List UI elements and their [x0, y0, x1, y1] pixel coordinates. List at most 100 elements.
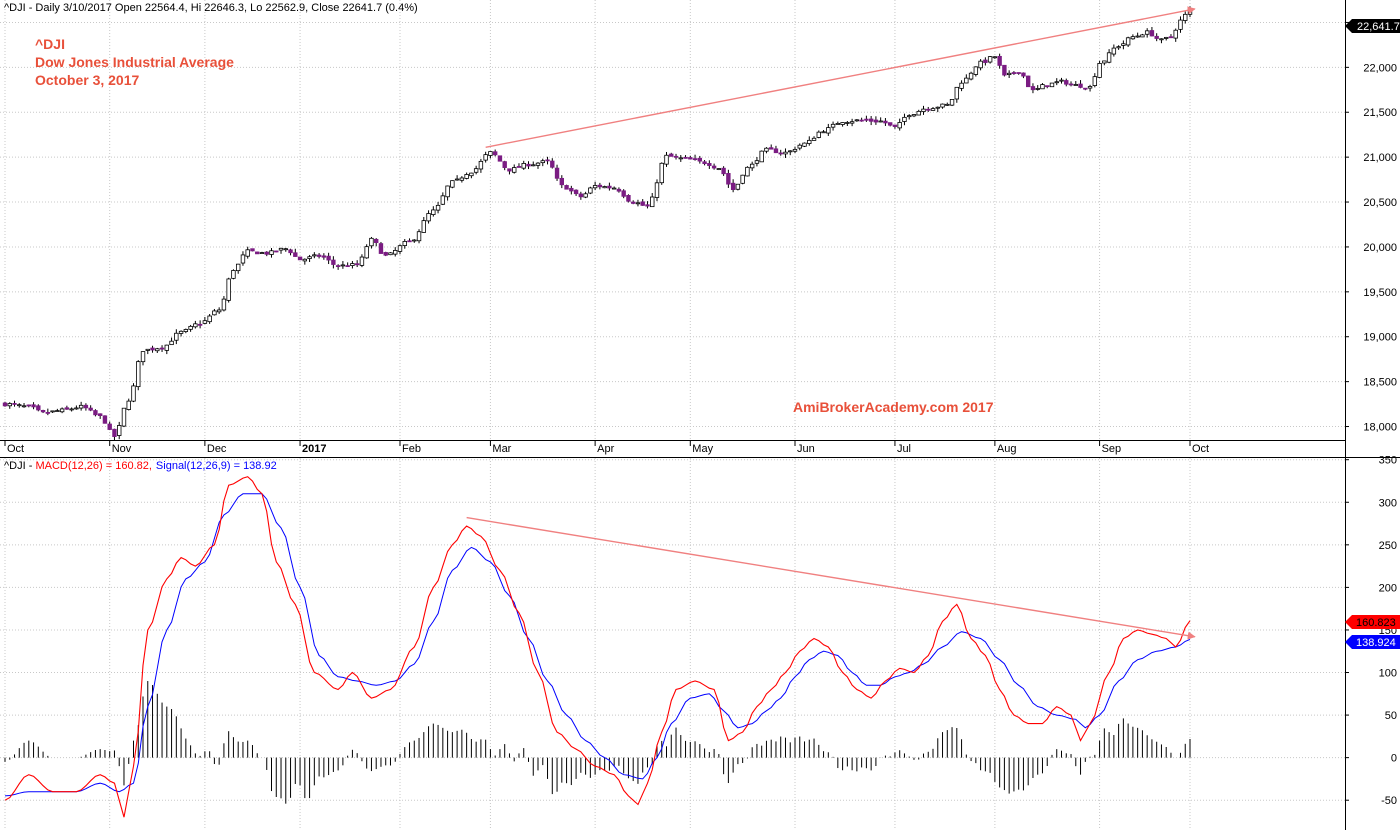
macd-caption-macd: MACD(12,26) = 160.82, [35, 460, 151, 472]
candle-body [726, 173, 731, 185]
candle-body [264, 251, 269, 255]
candle-body [930, 108, 936, 111]
candle-body [1159, 38, 1164, 41]
candle-body [473, 168, 479, 173]
title-symbol: ^DJI [35, 36, 65, 52]
candle-body [902, 116, 907, 122]
candle-body [821, 131, 826, 134]
candle-body [773, 148, 779, 154]
candle-body [797, 144, 802, 149]
candle-body [887, 122, 893, 126]
candle-body [759, 150, 764, 163]
candle-body [488, 151, 493, 156]
signal-tag: 138.924 [1345, 635, 1400, 649]
candle-body [578, 193, 584, 198]
candle-body [416, 231, 422, 242]
signal-tag-shape [1345, 635, 1400, 649]
candle-body [350, 263, 355, 266]
title-name: Dow Jones Industrial Average [35, 54, 234, 70]
candle-body [792, 148, 798, 152]
price-trendline [485, 6, 1196, 148]
candle-body [107, 423, 112, 430]
candle-body [1116, 46, 1121, 49]
candle-body [1097, 63, 1102, 78]
candle-body [573, 189, 579, 195]
candle-body [592, 185, 598, 189]
price-y-tick-label: 22,000 [1363, 62, 1397, 74]
candle-body [64, 407, 70, 410]
candle-body [207, 315, 212, 323]
macd-y-tick-label: -50 [1381, 795, 1397, 807]
macd-gridlines [0, 458, 1345, 830]
candle-body [2, 402, 8, 407]
candle-body [1068, 83, 1074, 86]
candle-body [492, 151, 498, 156]
candle-body [830, 123, 836, 128]
candle-body [478, 160, 484, 170]
candle-body [916, 110, 921, 116]
candle-body [112, 428, 117, 437]
candle-body [1040, 84, 1045, 90]
candle-body [1078, 83, 1083, 88]
candle-body [540, 160, 545, 164]
candle-body [140, 351, 146, 363]
candle-body [1035, 88, 1040, 90]
candle-body [740, 174, 745, 184]
macd-tag: 160.823 [1345, 615, 1400, 629]
macd-pane: ^DJI - MACD(12,26) = 160.82, Signal(12,26… [0, 458, 1345, 830]
candle-body [749, 163, 755, 169]
candle-body [711, 165, 717, 169]
candle-body [431, 209, 436, 215]
candle-body [983, 59, 988, 63]
candle-body [169, 340, 174, 346]
candle-body [1106, 52, 1112, 63]
candle-body [697, 157, 703, 162]
candle-body [255, 251, 260, 255]
candle-body [978, 60, 983, 69]
candle-body [1083, 87, 1088, 90]
x-tick-label: Jul [897, 443, 911, 455]
candle-body [226, 278, 231, 301]
candle-body [1021, 72, 1026, 77]
candle-body [921, 108, 926, 112]
candle-body [174, 332, 179, 341]
candle-body [1121, 43, 1126, 46]
candle-body [331, 259, 336, 265]
candle-body [297, 256, 303, 261]
macd-y-tick-label: 50 [1385, 710, 1397, 722]
candle-body [597, 184, 603, 188]
candle-body [526, 163, 531, 167]
candle-body [59, 408, 65, 413]
watermark: AmiBrokerAcademy.com 2017 [793, 399, 994, 415]
macd-y-tick-label: 300 [1379, 497, 1397, 509]
x-tick-label: Jun [797, 443, 815, 455]
candle-body [692, 158, 698, 161]
candle-body [754, 160, 760, 164]
candle-body [407, 240, 412, 243]
candle-body [88, 407, 93, 411]
candle-body [640, 201, 645, 206]
candle-body [897, 122, 902, 129]
candle-body [155, 348, 160, 352]
candle-body [78, 404, 84, 409]
price-y-tick-label: 21,500 [1363, 107, 1397, 119]
candle-body [769, 147, 774, 150]
candle-body [307, 256, 312, 259]
candle-body [393, 250, 398, 255]
candle-body [664, 154, 669, 165]
candle-body [864, 118, 869, 121]
candle-body [554, 167, 560, 179]
candle-body [69, 408, 74, 411]
price-gridlines [0, 0, 1345, 440]
x-tick-label: Dec [207, 443, 227, 455]
candle-body [364, 246, 369, 259]
candle-body [616, 188, 622, 192]
macd-histogram [4, 681, 1191, 804]
candle-body [145, 348, 150, 351]
candle-body [1092, 76, 1098, 86]
candle-body [497, 155, 503, 162]
candle-body [469, 172, 474, 177]
candle-body [1140, 34, 1145, 38]
candle-body [454, 178, 460, 181]
